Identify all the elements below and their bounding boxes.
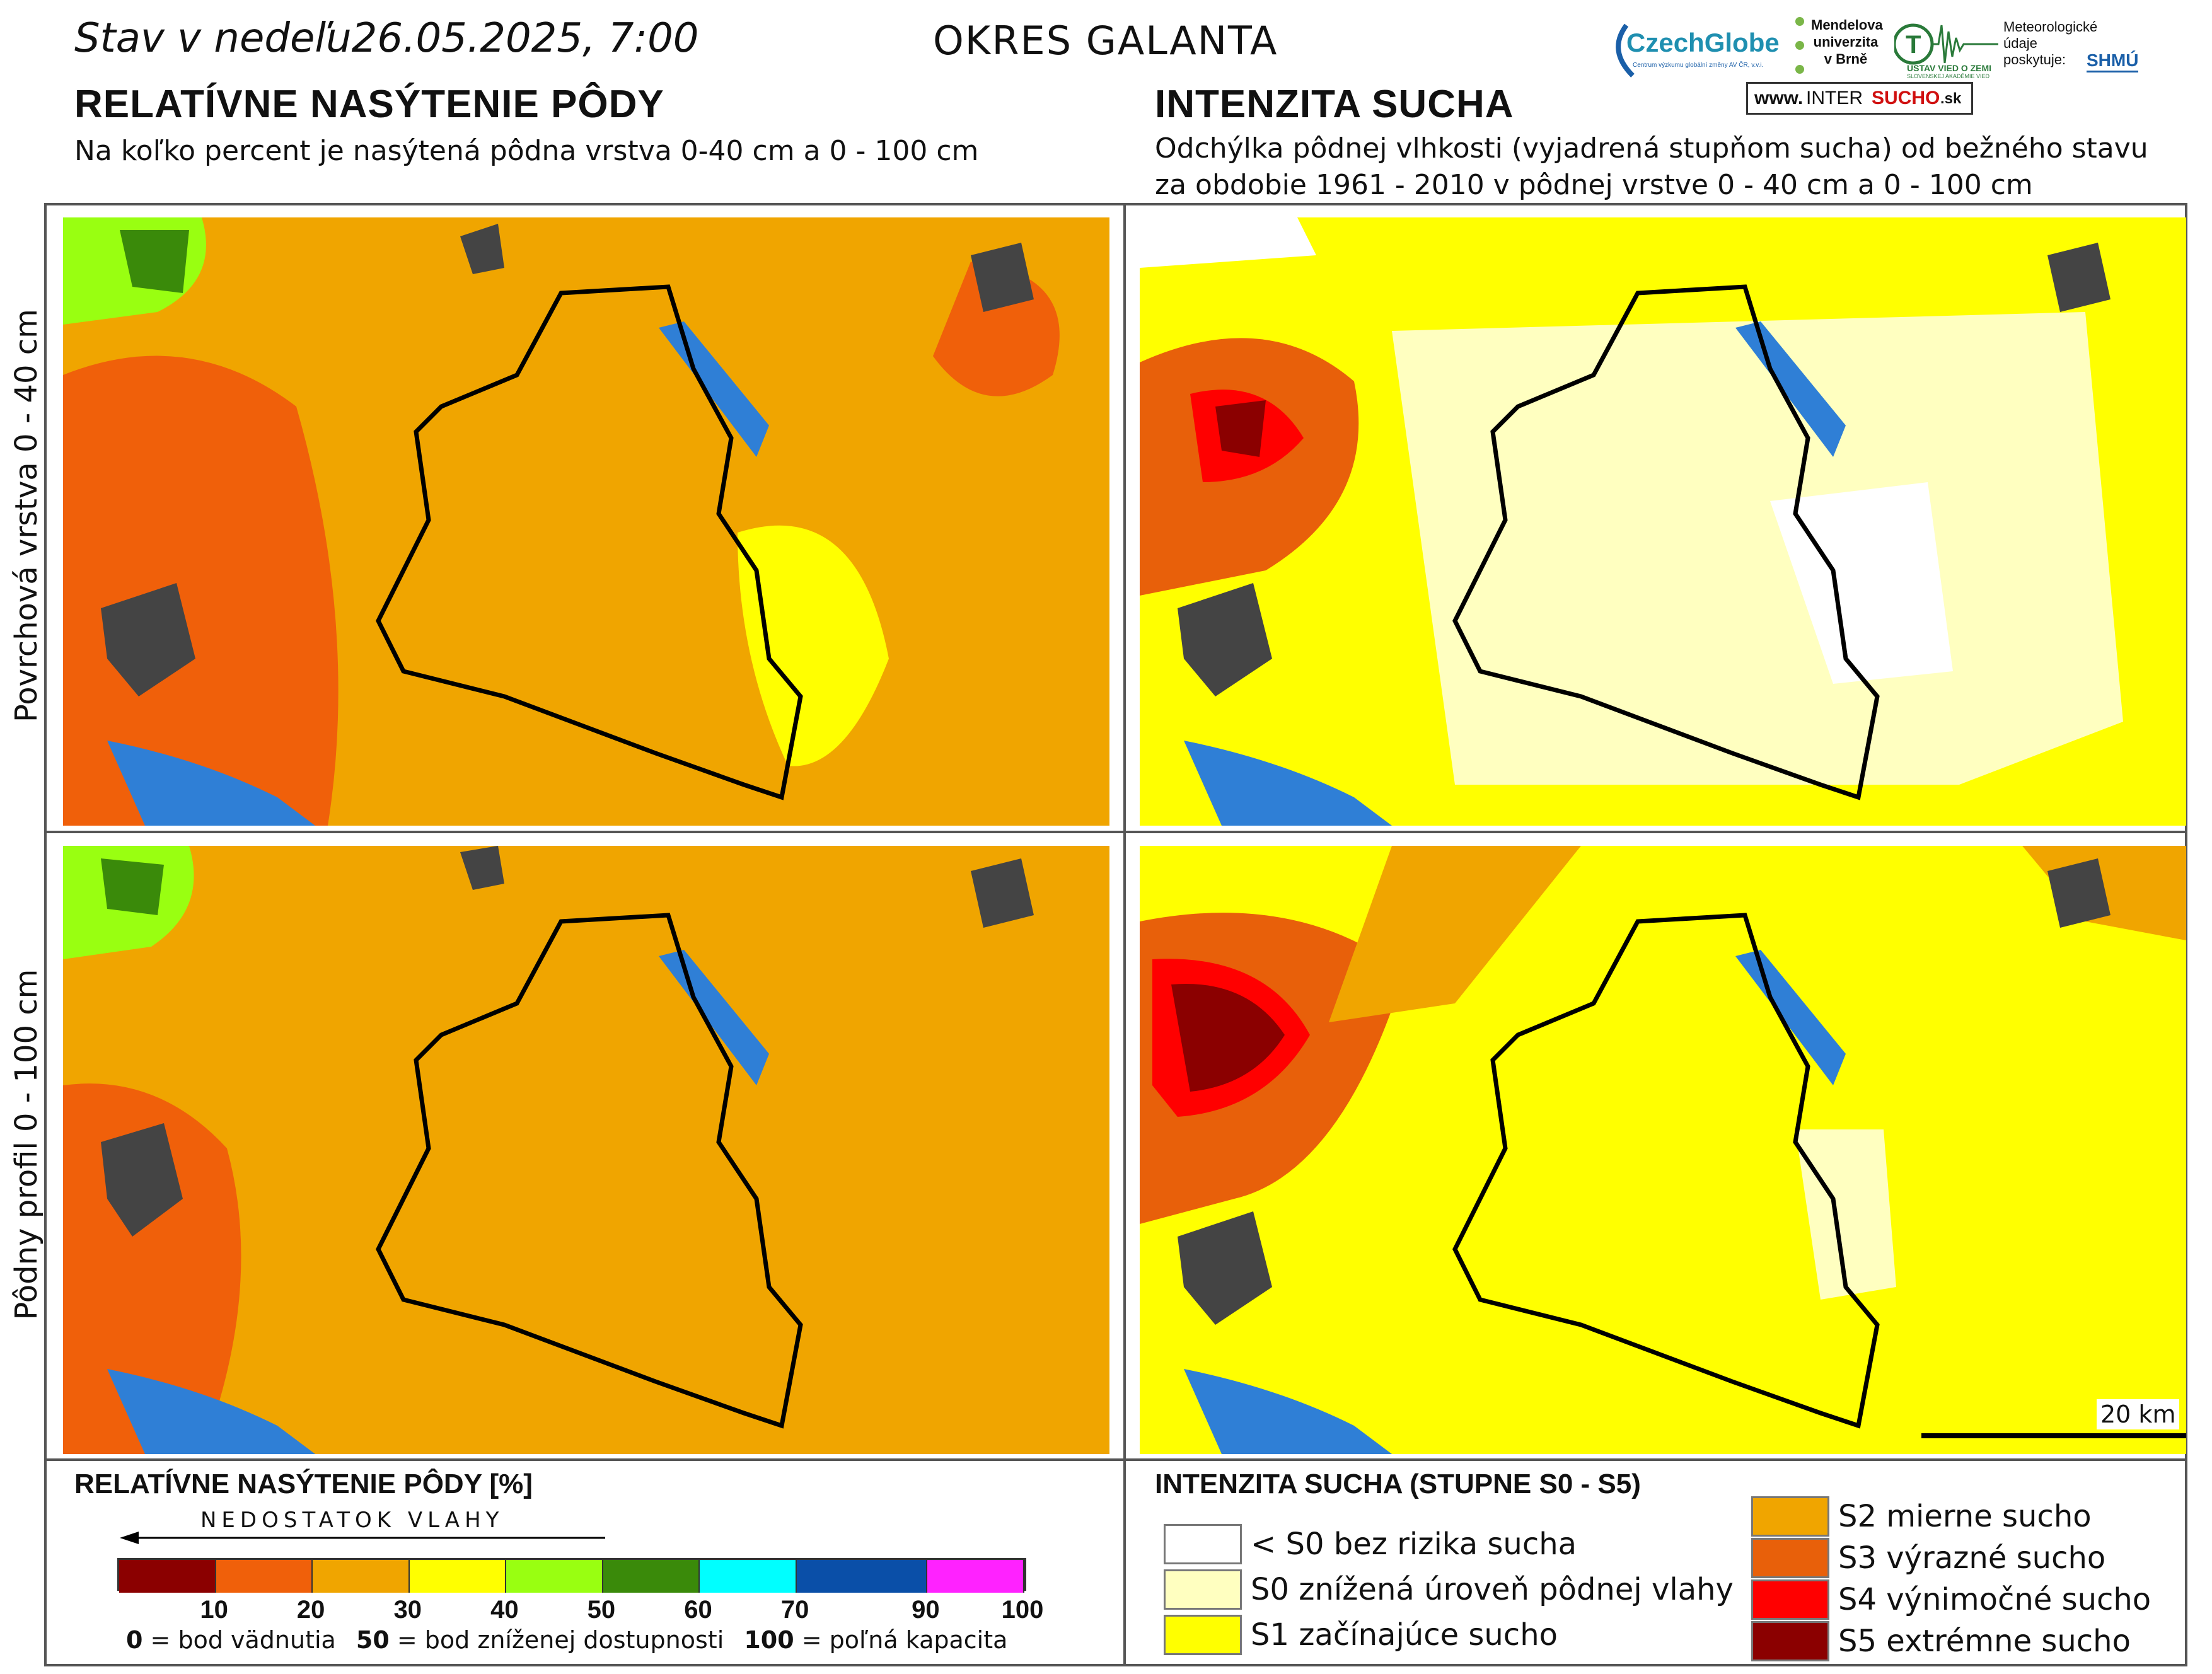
colorbar-cell <box>797 1560 928 1593</box>
drought-class-label: S3 výrazné sucho <box>1838 1540 2106 1576</box>
drought-class-swatch <box>1751 1538 1829 1578</box>
drought-class-swatch <box>1751 1621 1829 1661</box>
mendel-logo: Mendelova univerzita v Brně <box>1793 13 1894 82</box>
saturation-colorbar <box>117 1558 1026 1593</box>
colorbar-tick-label: 10 <box>200 1596 228 1624</box>
colorbar-cell <box>506 1560 603 1593</box>
drought-class-swatch <box>1164 1524 1242 1564</box>
map-grid-frame <box>44 203 2187 1666</box>
drought-class-swatch <box>1751 1579 1829 1620</box>
legend-divider <box>44 1458 2187 1461</box>
colorbar-cell <box>119 1560 216 1593</box>
map-drought-topsoil <box>1140 217 2186 826</box>
drought-class-label: S4 výnimočné sucho <box>1838 1582 2151 1617</box>
right-section-subtitle-line1: Odchýlka pôdnej vlhkosti (vyjadrená stup… <box>1155 132 2148 165</box>
svg-text:T: T <box>1906 31 1921 59</box>
drought-class-label: S0 znížená úroveň pôdnej vlahy <box>1251 1572 1734 1607</box>
map-saturation-topsoil-raster <box>63 217 1060 826</box>
colorbar-cell <box>927 1560 1024 1593</box>
colorbar-tick-label: 30 <box>393 1596 422 1624</box>
date-header: Stav v nedeľu26.05.2025, 7:00 <box>74 15 699 62</box>
district-title: OKRES GALANTA <box>933 18 1278 64</box>
logo-area: CzechGlobe Centrum výzkumu globální změn… <box>1607 13 2200 120</box>
right-section-subtitle-line2: za obdobie 1961 - 2010 v pôdnej vrstve 0… <box>1155 169 2033 201</box>
left-section-title: RELATÍVNE NASÝTENIE PÔDY <box>74 83 664 126</box>
drought-class-swatch <box>1164 1569 1242 1610</box>
intersucho-logo: www. INTER SUCHO .sk <box>1746 82 1973 115</box>
map-saturation-profile <box>63 846 1109 1454</box>
colorbar-cell <box>603 1560 700 1593</box>
colorbar-tick-label: 40 <box>490 1596 519 1624</box>
deficit-arrow-label: NEDOSTATOK VLAHY <box>200 1508 504 1533</box>
mendel-dots-icon <box>1795 17 1804 74</box>
saturation-colorbar-ticks: 10 20 30 40 50 60 70 90 100 <box>117 1591 1043 1624</box>
colorbar-cell <box>216 1560 313 1593</box>
drought-class-swatch <box>1164 1615 1242 1655</box>
map-saturation-profile-raster <box>63 846 1034 1454</box>
left-section-subtitle: Na koľko percent je nasýtená pôdna vrstv… <box>74 135 979 167</box>
colorbar-tick-label: 20 <box>296 1596 325 1624</box>
map-drought-profile-raster <box>1140 846 2186 1454</box>
row-label-top: Povrchová vrstva 0 - 40 cm <box>9 309 44 722</box>
drought-class-swatch <box>1751 1496 1829 1537</box>
colorbar-tick-label: 60 <box>684 1596 712 1624</box>
drought-class-label: S1 začínajúce sucho <box>1251 1617 1558 1653</box>
colorbar-tick-label: 50 <box>587 1596 616 1624</box>
colorbar-cell <box>313 1560 410 1593</box>
scale-bar-label: 20 km <box>2097 1399 2180 1429</box>
colorbar-tick-label: 70 <box>780 1596 809 1624</box>
drought-class-label: S5 extrémne sucho <box>1838 1624 2131 1659</box>
colorbar-tick-label: 90 <box>912 1596 940 1624</box>
colorbar-cell <box>700 1560 797 1593</box>
map-drought-profile: 20 km <box>1140 846 2186 1454</box>
vertical-divider <box>1123 203 1126 1666</box>
czechglobe-logo: CzechGlobe Centrum výzkumu globální změn… <box>1607 13 1797 82</box>
saturation-notes: 0 = bod vädnutia 50 = bod zníženej dostu… <box>126 1626 1008 1654</box>
uvz-logo: T ÚSTAV VIED O ZEMI SLOVENSKEJ AKADÉMIE … <box>1894 19 2001 82</box>
colorbar-tick-label: 100 <box>1001 1596 1044 1624</box>
shmu-logo: SHMÚ <box>2087 50 2139 72</box>
seismograph-icon: T <box>1894 23 1998 65</box>
map-drought-topsoil-raster <box>1140 217 2123 826</box>
row-divider <box>44 831 2187 833</box>
czechglobe-swirl-icon <box>1616 23 1635 78</box>
scale-bar <box>1921 1433 2186 1438</box>
colorbar-cell <box>409 1560 507 1593</box>
drought-class-label: < S0 bez rizika sucha <box>1251 1527 1577 1562</box>
right-section-title: INTENZITA SUCHA <box>1155 83 1514 126</box>
deficit-arrow <box>120 1532 605 1544</box>
meteo-provider: Meteorologické údaje poskytuje: <box>2003 19 2098 67</box>
map-saturation-topsoil <box>63 217 1109 826</box>
drought-legend-title: INTENZITA SUCHA (STUPNE S0 - S5) <box>1155 1469 1641 1499</box>
drought-class-label: S2 mierne sucho <box>1838 1499 2092 1534</box>
saturation-legend-title: RELATÍVNE NASÝTENIE PÔDY [%] <box>74 1469 533 1499</box>
arrow-left-icon <box>120 1532 605 1544</box>
row-label-bottom: Pôdny profil 0 - 100 cm <box>9 969 44 1320</box>
